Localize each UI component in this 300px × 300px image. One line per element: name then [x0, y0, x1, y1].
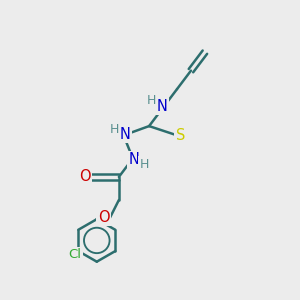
Text: O: O — [98, 210, 109, 225]
Text: H: H — [147, 94, 157, 107]
Text: S: S — [176, 128, 185, 143]
Text: N: N — [129, 152, 140, 167]
Text: H: H — [140, 158, 149, 171]
Text: N: N — [157, 99, 167, 114]
Text: H: H — [110, 123, 119, 136]
Text: O: O — [79, 169, 91, 184]
Text: Cl: Cl — [68, 248, 81, 261]
Text: N: N — [119, 127, 130, 142]
